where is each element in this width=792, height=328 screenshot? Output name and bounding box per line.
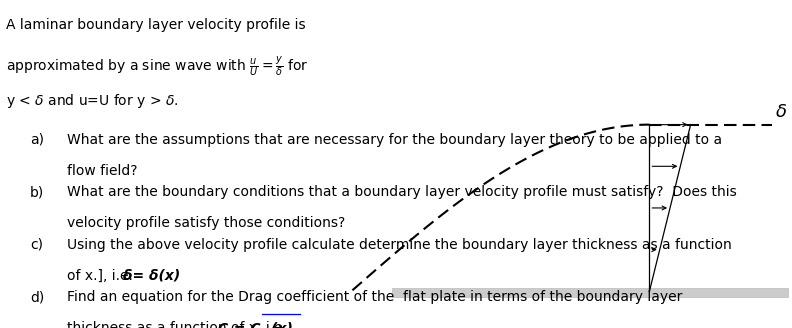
Text: $\delta$: $\delta$ [775, 103, 786, 120]
Text: flow field?: flow field? [67, 164, 138, 178]
Text: thickness as a function of x, i.e.: thickness as a function of x, i.e. [67, 321, 291, 328]
Text: d): d) [30, 290, 44, 304]
Text: Cₓ= Cₓ (x): Cₓ= Cₓ (x) [219, 321, 293, 328]
Text: Using the above velocity profile calculate determine the boundary layer thicknes: Using the above velocity profile calcula… [67, 238, 732, 252]
Text: velocity profile satisfy those conditions?: velocity profile satisfy those condition… [67, 216, 345, 231]
Text: A laminar boundary layer velocity profile is: A laminar boundary layer velocity profil… [6, 18, 306, 32]
Text: a): a) [30, 133, 44, 147]
Text: y < $\delta$ and u=U for y > $\delta$.: y < $\delta$ and u=U for y > $\delta$. [6, 92, 179, 110]
Text: approximated by a sine wave with $\frac{u}{U}=\frac{y}{\delta}$ for: approximated by a sine wave with $\frac{… [6, 54, 309, 78]
Text: Find an equation for the Drag coefficient of the  flat plate in terms of the bou: Find an equation for the Drag coefficien… [67, 290, 683, 304]
Text: c): c) [30, 238, 43, 252]
Text: δ= δ(x): δ= δ(x) [124, 269, 181, 283]
Text: What are the assumptions that are necessary for the boundary layer theory to be : What are the assumptions that are necess… [67, 133, 722, 147]
Text: b): b) [30, 185, 44, 199]
Text: What are the boundary conditions that a boundary layer velocity profile must sat: What are the boundary conditions that a … [67, 185, 737, 199]
Text: of x.], i.e.: of x.], i.e. [67, 269, 138, 283]
Bar [392, 288, 788, 297]
